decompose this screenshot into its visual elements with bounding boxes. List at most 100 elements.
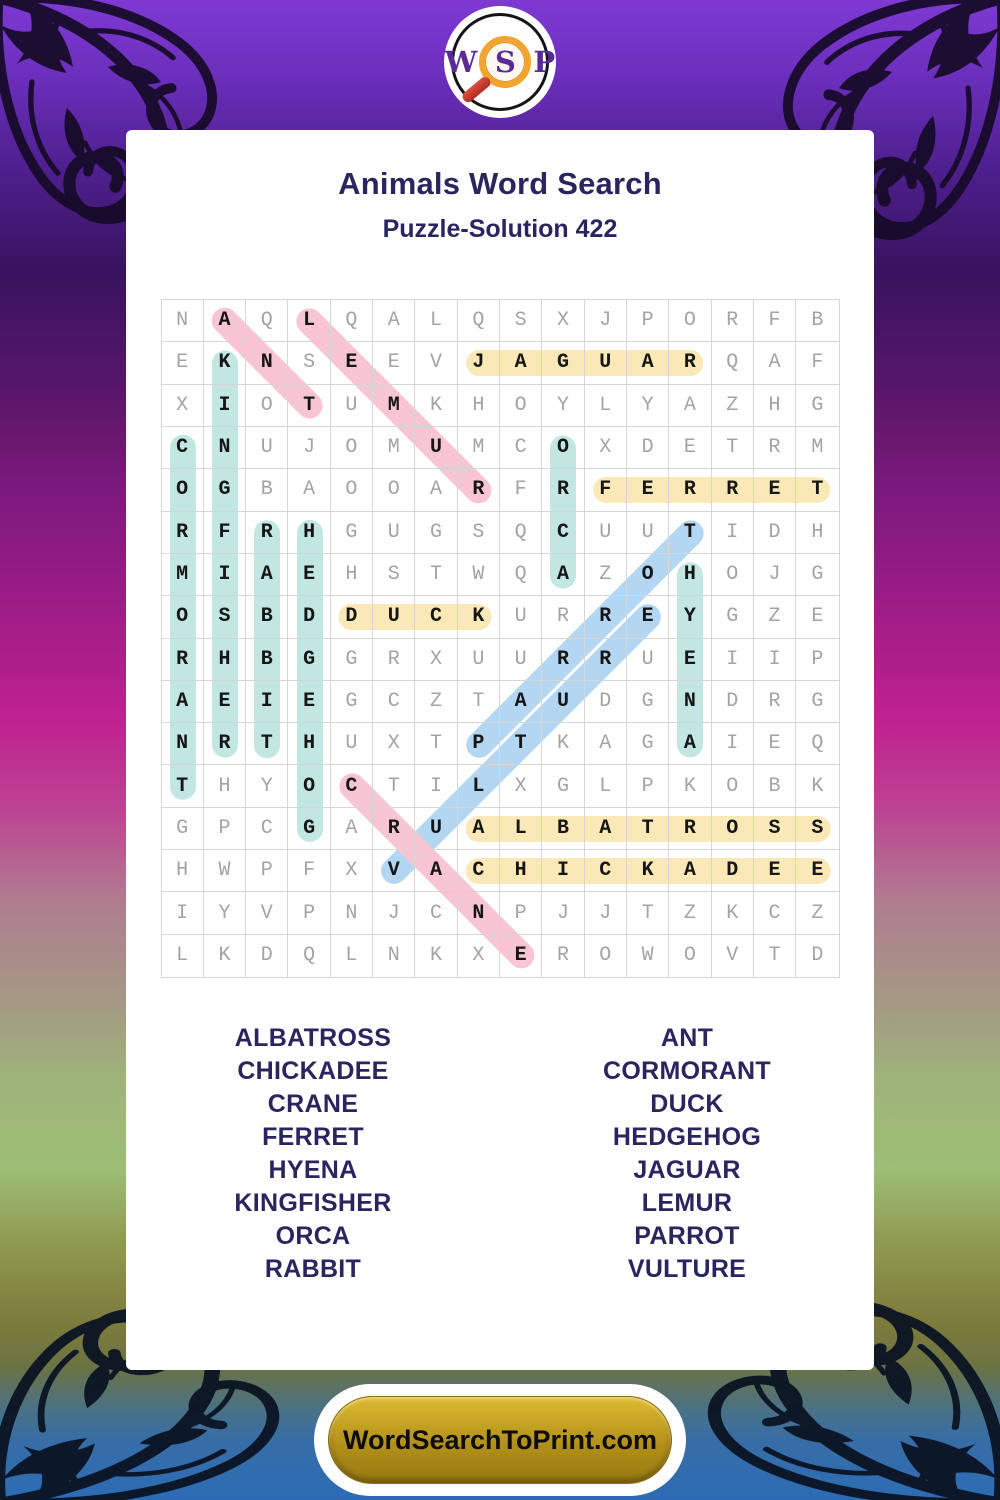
grid-cell: I [203, 553, 247, 597]
grid-cell: A [669, 850, 712, 893]
grid-cell: X [542, 300, 585, 343]
grid-cell: G [626, 680, 670, 724]
grid-cell: R [542, 638, 585, 681]
grid-cell: Q [246, 300, 289, 343]
grid-cell: O [626, 553, 670, 597]
grid-cell: Q [500, 511, 543, 554]
grid-cell: H [203, 638, 247, 681]
grid-cell: U [330, 723, 374, 766]
grid-cell: U [415, 426, 458, 470]
grid-cell: H [203, 765, 247, 808]
grid-cell: R [711, 469, 754, 512]
grid-cell: F [500, 469, 543, 512]
grid-cell: D [711, 680, 754, 724]
grid-cell: I [415, 765, 458, 808]
grid-cell: Z [415, 680, 458, 724]
grid-cell: C [330, 765, 374, 808]
grid-cell: T [373, 765, 416, 808]
grid-cell: A [669, 723, 712, 766]
grid-cell: M [161, 553, 204, 597]
grid-cell: B [246, 596, 289, 639]
grid-cell: R [457, 469, 500, 512]
grid-cell: A [373, 300, 416, 343]
grid-cell: B [246, 638, 289, 681]
grid-cell: A [500, 680, 543, 724]
grid-cell: U [542, 680, 585, 724]
grid-cell: R [669, 807, 712, 851]
grid-cell: J [584, 300, 627, 343]
grid-cell: C [246, 807, 289, 851]
grid-cell: X [330, 850, 374, 893]
grid-cell: V [373, 850, 416, 893]
grid-cell: B [796, 300, 839, 343]
grid-cell: S [203, 596, 247, 639]
grid-cell: R [542, 596, 585, 639]
grid-cell: E [753, 469, 797, 512]
grid-cell: A [584, 723, 627, 766]
word-list-item: CHICKADEE [237, 1057, 389, 1085]
word-list-item: ORCA [275, 1222, 351, 1250]
grid-cell: E [669, 426, 712, 470]
grid-cell: A [415, 469, 458, 512]
grid-cell: P [626, 765, 670, 808]
grid-cell: T [415, 553, 458, 597]
grid-cell: N [246, 342, 289, 385]
grid-cell: I [161, 892, 204, 935]
grid-cell: Y [203, 892, 247, 935]
grid-cell: H [753, 384, 797, 427]
grid-cell: X [584, 426, 627, 470]
grid-cell: P [203, 807, 247, 851]
grid-cell: X [458, 934, 500, 977]
grid-cell: C [584, 850, 627, 893]
grid-cell: Q [330, 300, 374, 343]
grid-cell: G [542, 342, 585, 385]
grid-cell: A [161, 680, 204, 724]
highlight-layer [162, 300, 839, 977]
grid-cell: V [415, 342, 458, 385]
grid-cell: J [457, 342, 500, 385]
grid-cell: F [203, 511, 247, 554]
grid-cell: N [373, 934, 416, 977]
grid-cell: K [669, 765, 712, 808]
grid-cell: E [330, 342, 374, 385]
grid-cell: W [203, 850, 247, 893]
grid-cell: I [203, 384, 247, 427]
grid-cell: B [246, 469, 289, 512]
grid-cell: A [203, 300, 247, 343]
grid-cell: Y [246, 765, 289, 808]
grid-cell: O [711, 553, 754, 597]
highlight-pill-chickadee [465, 858, 831, 885]
grid-cell: E [796, 850, 839, 893]
grid-cell: G [796, 385, 839, 427]
page-title: Animals Word Search [338, 166, 662, 201]
grid-cell: P [457, 723, 500, 766]
grid-cell: M [796, 427, 839, 470]
grid-cell: Z [584, 553, 627, 597]
grid-cell: N [161, 300, 204, 343]
grid-cell: T [796, 469, 839, 512]
grid-cell: J [373, 892, 416, 935]
grid-cell: L [331, 934, 374, 977]
logo-letters: W S P [444, 6, 556, 118]
grid-cell: U [330, 384, 374, 427]
website-link-button[interactable]: WordSearchToPrint.com [328, 1396, 672, 1484]
grid-cell: T [626, 892, 670, 935]
word-list-item: LEMUR [641, 1189, 733, 1217]
grid-cell: E [626, 596, 670, 639]
grid-cell: K [796, 765, 839, 808]
grid-cell: R [373, 638, 416, 681]
grid-cell: Z [796, 892, 839, 935]
grid-cell: C [415, 596, 458, 639]
grid-cell: M [373, 384, 416, 427]
grid-cell: U [584, 511, 627, 554]
grid-cell: E [373, 342, 416, 385]
grid-cell: R [753, 680, 797, 724]
grid-cell: X [161, 384, 204, 427]
grid-cell: T [711, 426, 754, 470]
grid-cell: I [711, 638, 754, 681]
grid-cell: A [542, 553, 585, 597]
grid-cell: U [626, 638, 670, 681]
grid-cell: I [711, 723, 754, 766]
grid-cell: R [203, 723, 247, 766]
